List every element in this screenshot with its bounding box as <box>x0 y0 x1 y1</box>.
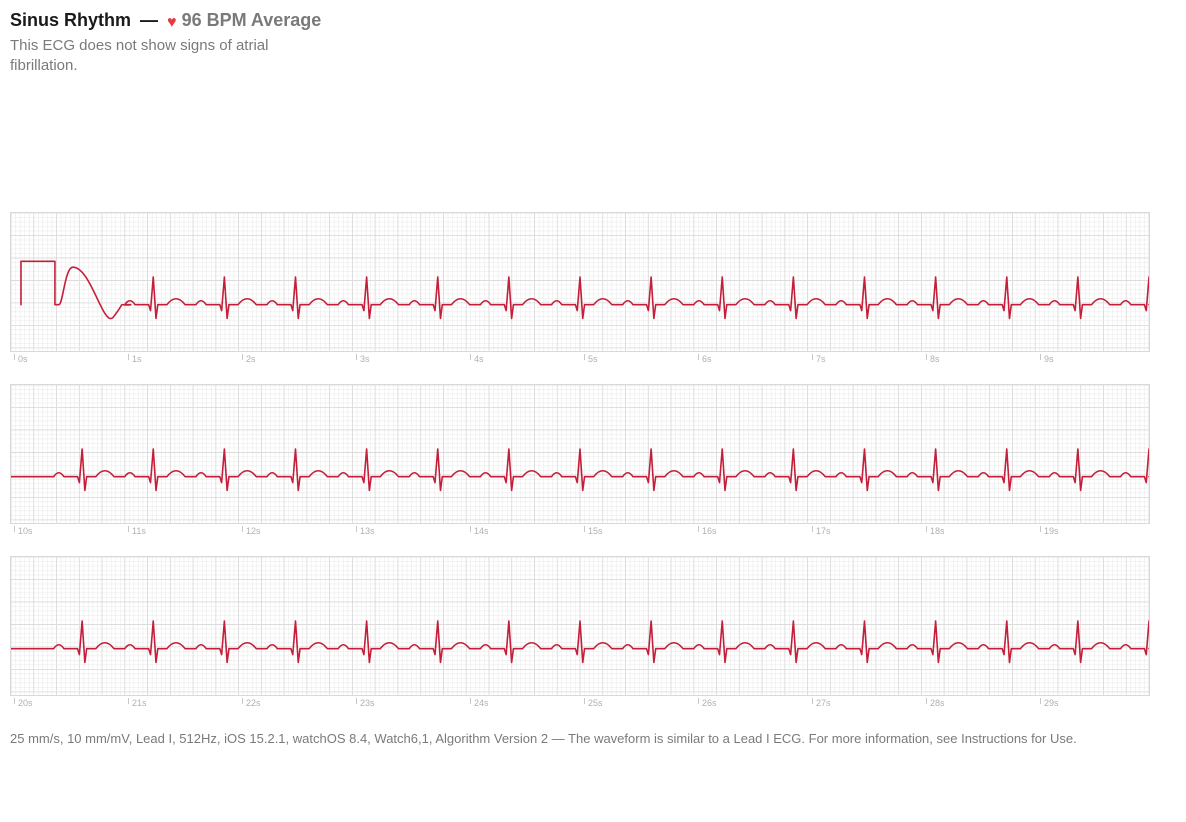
title-separator: — <box>140 10 158 30</box>
footer-text: 25 mm/s, 10 mm/mV, Lead I, 512Hz, iOS 15… <box>10 730 1150 748</box>
ecg-strip-canvas <box>10 384 1150 524</box>
time-label: 1s <box>128 354 142 364</box>
subtitle-text: This ECG does not show signs of atrial f… <box>10 36 340 77</box>
time-label: 16s <box>698 526 717 536</box>
time-label: 21s <box>128 698 147 708</box>
time-label: 19s <box>1040 526 1059 536</box>
ecg-strip: 0s 1s 2s 3s 4s 5s 6s 7s 8s 9s <box>10 212 1176 368</box>
time-label: 8s <box>926 354 940 364</box>
time-label: 25s <box>584 698 603 708</box>
time-labels-row: 20s 21s 22s 23s 24s 25s 26s 27s 28s 29s <box>10 698 1150 712</box>
time-label: 10s <box>14 526 33 536</box>
time-label: 2s <box>242 354 256 364</box>
time-label: 4s <box>470 354 484 364</box>
time-label: 11s <box>128 526 146 536</box>
time-label: 9s <box>1040 354 1054 364</box>
time-label: 13s <box>356 526 375 536</box>
ecg-waveform <box>21 261 1149 318</box>
title-line: Sinus Rhythm — ♥ 96 BPM Average <box>10 10 1176 32</box>
time-labels-row: 10s 11s 12s 13s 14s 15s 16s 17s 18s 19s <box>10 526 1150 540</box>
time-labels-row: 0s 1s 2s 3s 4s 5s 6s 7s 8s 9s <box>10 354 1150 368</box>
ecg-strip: 20s 21s 22s 23s 24s 25s 26s 27s 28s 29s <box>10 556 1176 712</box>
time-label: 28s <box>926 698 945 708</box>
time-label: 5s <box>584 354 598 364</box>
time-label: 18s <box>926 526 945 536</box>
time-label: 0s <box>14 354 28 364</box>
title-text: Sinus Rhythm <box>10 10 131 30</box>
ecg-strip-canvas <box>10 212 1150 352</box>
time-label: 24s <box>470 698 489 708</box>
time-label: 14s <box>470 526 489 536</box>
time-label: 15s <box>584 526 603 536</box>
header: Sinus Rhythm — ♥ 96 BPM Average This ECG… <box>10 10 1176 77</box>
ecg-strips-container: 0s 1s 2s 3s 4s 5s 6s 7s 8s 9s 10s 11s 12s 13s 14s 15s 16… <box>10 212 1176 712</box>
time-label: 27s <box>812 698 831 708</box>
time-label: 26s <box>698 698 717 708</box>
time-label: 29s <box>1040 698 1059 708</box>
heart-icon: ♥ <box>167 14 177 31</box>
time-label: 23s <box>356 698 375 708</box>
time-label: 12s <box>242 526 261 536</box>
time-label: 6s <box>698 354 712 364</box>
time-label: 3s <box>356 354 370 364</box>
time-label: 17s <box>812 526 831 536</box>
ecg-strip: 10s 11s 12s 13s 14s 15s 16s 17s 18s 19s <box>10 384 1176 540</box>
ecg-strip-canvas <box>10 556 1150 696</box>
time-label: 20s <box>14 698 33 708</box>
time-label: 7s <box>812 354 826 364</box>
time-label: 22s <box>242 698 261 708</box>
bpm-text: 96 BPM Average <box>182 10 322 30</box>
